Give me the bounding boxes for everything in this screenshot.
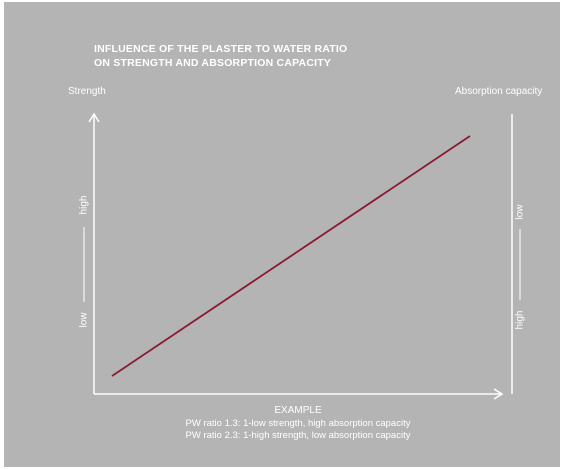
bottom-axis-arrow: [493, 388, 504, 400]
example-line-1: PW ratio 1.3: 1-low strength, high absor…: [185, 418, 411, 429]
chart-canvas: INFLUENCE OF THE PLASTER TO WATER RATIO …: [4, 2, 560, 467]
series-line: [111, 135, 471, 377]
right-axis-label: Absorption capacity: [455, 86, 543, 97]
chart-plot: [83, 112, 521, 400]
left-low-label: low: [78, 312, 90, 328]
left-axis-label: Strength: [68, 86, 106, 97]
right-high-label: high: [514, 310, 526, 330]
example-heading: EXAMPLE: [274, 405, 322, 416]
chart-title: INFLUENCE OF THE PLASTER TO WATER RATIO …: [94, 42, 347, 70]
right-low-label: low: [514, 204, 526, 220]
right-axis: [511, 114, 521, 394]
chart-title-line-2: ON STRENGTH AND ABSORPTION CAPACITY: [94, 57, 332, 69]
bottom-axis: [94, 388, 504, 400]
example-line-2: PW ratio 2.3: 1-high strength, low absor…: [185, 430, 411, 441]
left-high-label: high: [78, 195, 90, 215]
chart-title-line-1: INFLUENCE OF THE PLASTER TO WATER RATIO: [94, 43, 348, 55]
left-axis: [83, 112, 100, 394]
left-axis-arrow: [88, 112, 100, 123]
